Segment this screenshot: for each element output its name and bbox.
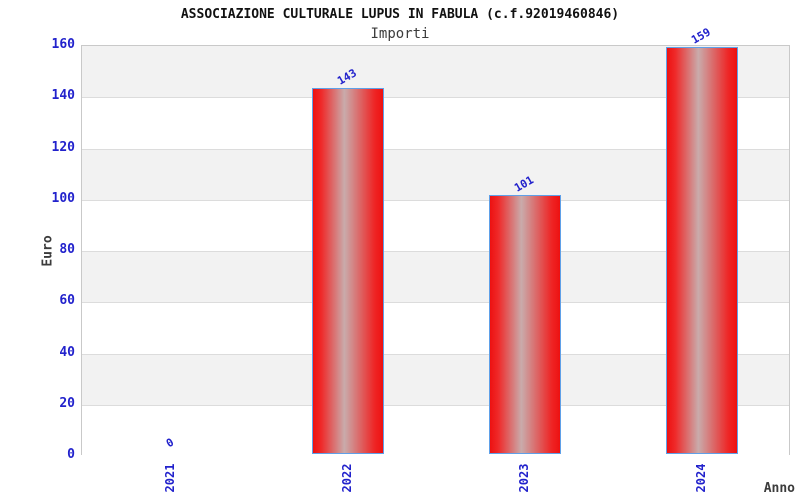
y-tick-label: 140	[51, 88, 75, 104]
x-tick-label: 2022	[339, 463, 354, 493]
y-tick-label: 120	[51, 139, 75, 155]
x-tick-label: 2024	[694, 463, 709, 493]
x-axis-title: Anno	[763, 481, 795, 496]
gridline	[82, 199, 789, 201]
gridline	[82, 251, 789, 252]
y-tick-label: 100	[51, 190, 75, 206]
y-tick-label: 160	[51, 37, 75, 52]
y-tick-label: 0	[67, 447, 75, 462]
gridline	[82, 148, 789, 150]
bar-2022	[311, 87, 384, 454]
y-tick-label: 80	[59, 242, 75, 257]
x-tick-label: 2021	[162, 463, 177, 493]
gridline	[82, 302, 789, 304]
chart-subtitle: Importi	[370, 26, 430, 42]
gridline	[82, 97, 789, 99]
bar-2023	[489, 195, 562, 454]
gridline	[82, 353, 789, 355]
y-tick-label: 60	[59, 293, 75, 309]
y-tick-label: 20	[59, 395, 75, 411]
bar-2024	[666, 46, 739, 454]
plot-area	[81, 45, 790, 456]
gridline	[82, 404, 789, 406]
chart-title: ASSOCIAZIONE CULTURALE LUPUS IN FABULA (…	[180, 7, 620, 22]
y-tick-label: 40	[59, 344, 75, 360]
x-tick-label: 2023	[517, 463, 532, 493]
